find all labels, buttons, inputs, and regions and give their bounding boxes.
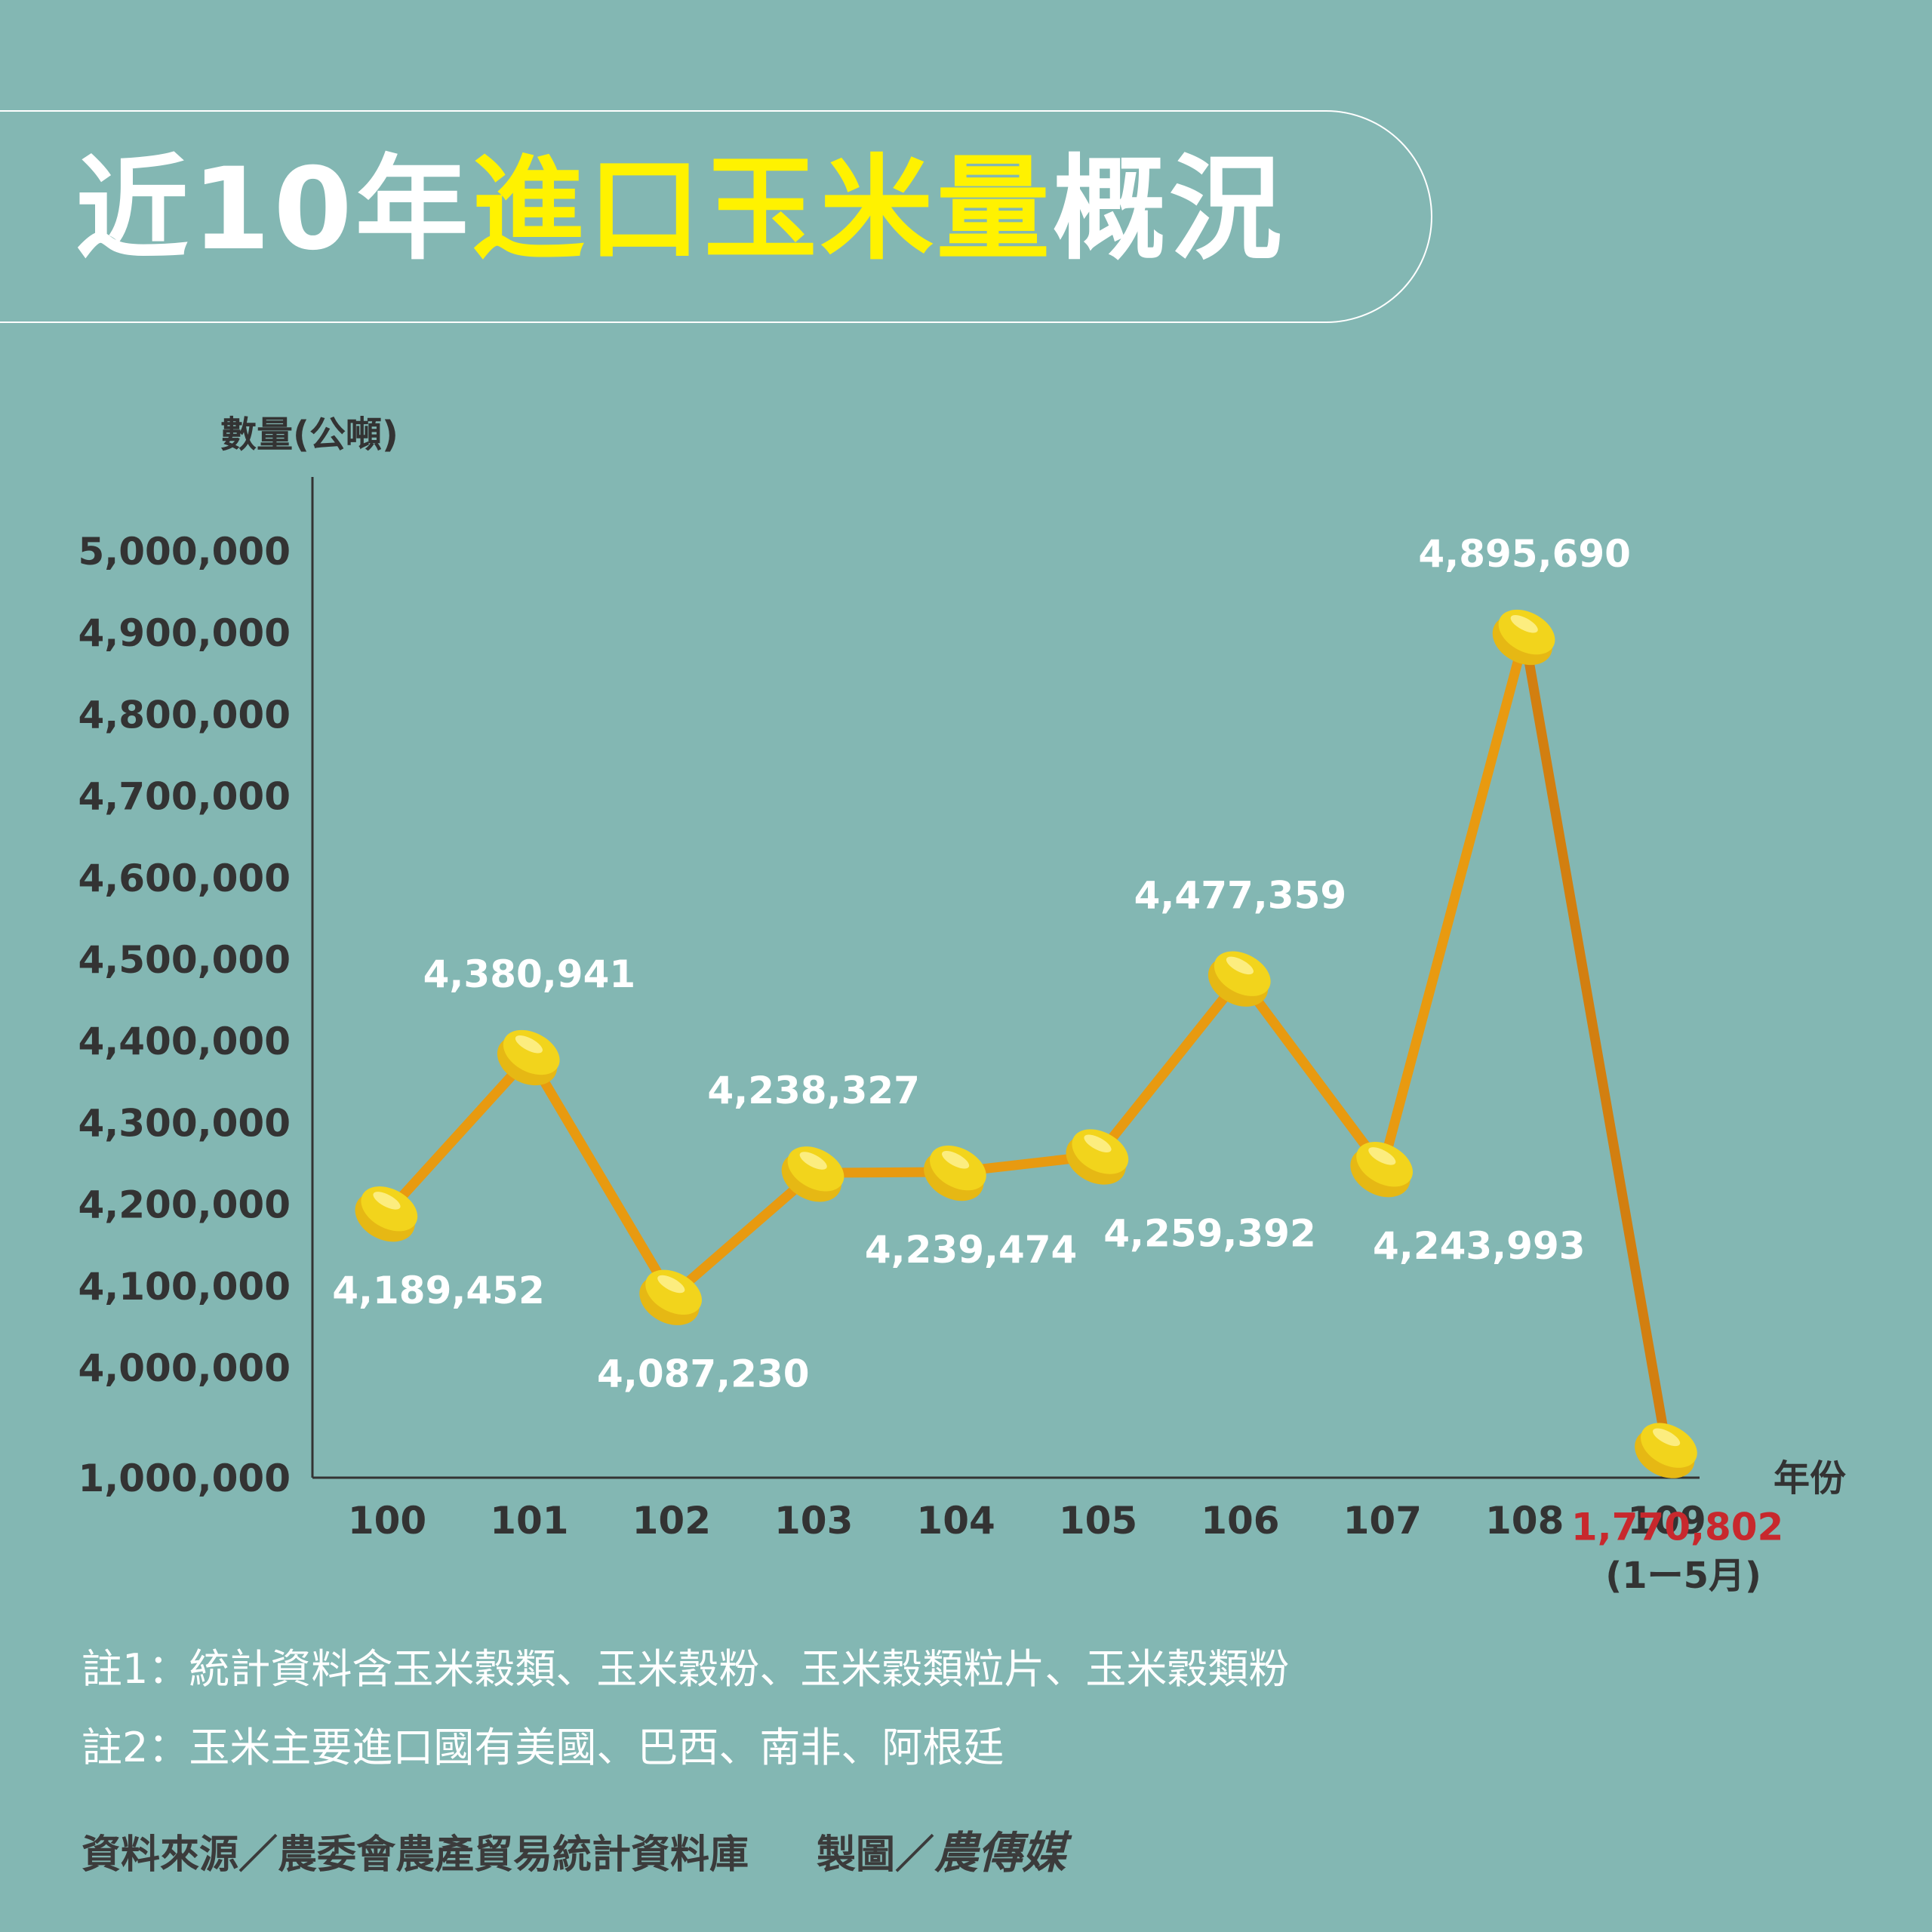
series-line-segment bbox=[524, 1051, 677, 1302]
data-label: 4,189,452 bbox=[332, 1269, 545, 1312]
x-tick-label: 109 bbox=[1627, 1499, 1706, 1543]
data-label: 4,239,474 bbox=[865, 1228, 1078, 1272]
data-label: 4,477,359 bbox=[1134, 873, 1347, 917]
y-tick-label: 4,700,000 bbox=[78, 775, 291, 819]
x-tick-label: 101 bbox=[490, 1499, 568, 1543]
x-tick-label: 106 bbox=[1201, 1499, 1279, 1543]
series-line-segment bbox=[382, 1051, 534, 1218]
x-tick-label: 103 bbox=[774, 1499, 853, 1543]
corn-kernel-icon bbox=[1635, 1423, 1697, 1478]
title-highlight: 進口玉米量 bbox=[471, 144, 1053, 275]
credit-label: 製圖／ bbox=[817, 1832, 935, 1878]
x-tick-label: 102 bbox=[632, 1499, 711, 1543]
series-line-segment bbox=[1093, 972, 1245, 1161]
corn-kernel-icon bbox=[781, 1146, 844, 1202]
y-tick-label: 4,800,000 bbox=[78, 693, 291, 737]
page-title: 近10年進口玉米量概況 bbox=[75, 142, 1285, 278]
series-line-segment bbox=[666, 1168, 819, 1302]
x-tick-label: 100 bbox=[348, 1499, 426, 1543]
corn-kernel-icon bbox=[1350, 1142, 1413, 1198]
corn-kernel-icon bbox=[497, 1029, 560, 1086]
series-line-segment bbox=[1235, 972, 1388, 1174]
y-tick-label: 4,300,000 bbox=[78, 1101, 291, 1145]
y-tick-label: 4,900,000 bbox=[78, 611, 291, 655]
x-axis-title: 年份 bbox=[1774, 1457, 1846, 1500]
data-label-highlight: 1,770,802 bbox=[1571, 1505, 1784, 1549]
series-line-segment bbox=[1377, 631, 1530, 1174]
title-suffix: 概況 bbox=[1052, 144, 1285, 275]
note-2: 註2：玉米主要進口國有美國、巴西、南非、阿根廷 bbox=[82, 1724, 1004, 1771]
line-chart: 數量(公噸) 年份 1,000,000 4,000,000 4,100,000 4,200… bbox=[78, 414, 1846, 1597]
y-tick-label: 4,500,000 bbox=[78, 938, 291, 982]
y-tick-label: 4,100,000 bbox=[78, 1265, 291, 1309]
y-tick-label: 4,200,000 bbox=[78, 1183, 291, 1227]
x-tick-label: 105 bbox=[1059, 1499, 1137, 1543]
title-prefix: 近10年 bbox=[75, 144, 472, 275]
note-1: 註1：統計資料含玉米穀類、玉米穀粉、玉米穀類粒片、玉米穀類粉 bbox=[82, 1645, 1290, 1693]
data-label: 4,243,993 bbox=[1373, 1224, 1586, 1268]
y-tick-label: 4,400,000 bbox=[78, 1020, 291, 1063]
x-tick-sublabel: (1ー5月) bbox=[1605, 1555, 1761, 1597]
data-label: 4,238,327 bbox=[707, 1069, 920, 1112]
data-source: 資料來源／農委會農產貿易統計資料庫 bbox=[82, 1832, 749, 1878]
x-tick-label: 104 bbox=[916, 1499, 995, 1543]
corn-kernel-icon bbox=[639, 1269, 702, 1325]
corn-kernel-icon bbox=[1492, 609, 1555, 666]
corn-kernel-icon bbox=[1208, 951, 1271, 1007]
y-tick-label: 1,000,000 bbox=[78, 1457, 291, 1500]
data-label: 4,087,230 bbox=[597, 1352, 810, 1396]
corn-kernel-icon bbox=[1066, 1129, 1129, 1185]
y-tick-label: 4,000,000 bbox=[78, 1346, 291, 1390]
data-label: 4,895,690 bbox=[1418, 532, 1631, 576]
corn-kernel-icon bbox=[924, 1145, 986, 1201]
data-label: 4,259,392 bbox=[1103, 1211, 1316, 1255]
y-tick-label: 4,600,000 bbox=[78, 857, 291, 900]
data-label: 4,380,941 bbox=[423, 952, 636, 996]
series-line-segment bbox=[1519, 631, 1672, 1454]
x-tick-label: 107 bbox=[1343, 1499, 1422, 1543]
x-tick-label: 108 bbox=[1485, 1499, 1564, 1543]
corn-kernel-icon bbox=[355, 1186, 418, 1242]
y-axis-title: 數量(公噸) bbox=[220, 414, 398, 456]
footer: 資料來源／農委會農產貿易統計資料庫 製圖／農傳媒 bbox=[82, 1817, 1066, 1881]
credit-logo: 農傳媒 bbox=[934, 1827, 1066, 1878]
title-banner bbox=[0, 110, 1432, 323]
notes: 註1：統計資料含玉米穀類、玉米穀粉、玉米穀類粒片、玉米穀類粉 註2：玉米主要進口… bbox=[82, 1630, 1289, 1787]
y-tick-label: 5,000,000 bbox=[78, 530, 291, 574]
